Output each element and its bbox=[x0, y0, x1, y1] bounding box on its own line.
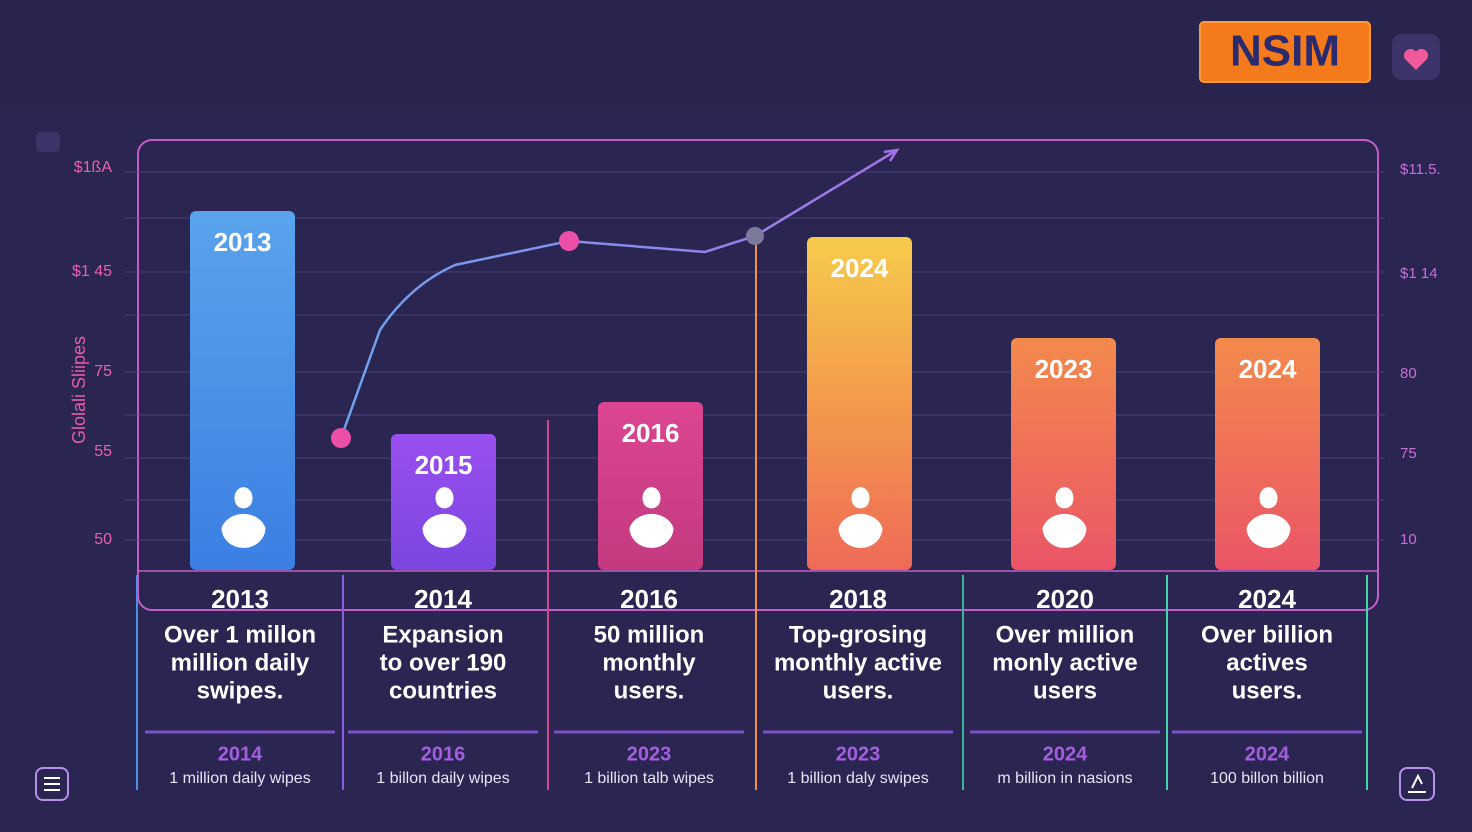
bar-label: 2015 bbox=[415, 450, 473, 480]
right-axis-label: 75 bbox=[1400, 445, 1417, 462]
trend-arrow bbox=[883, 148, 900, 162]
bar bbox=[807, 237, 912, 570]
column-sub-year: 2014 bbox=[218, 743, 263, 765]
menu-button[interactable] bbox=[35, 767, 69, 801]
action-icon bbox=[1408, 773, 1426, 793]
bar-icon bbox=[1246, 487, 1291, 548]
left-axis-label: 55 bbox=[94, 443, 112, 460]
column-text: actives bbox=[1226, 649, 1307, 676]
column-text: monly active bbox=[992, 649, 1137, 676]
column-text: users bbox=[1033, 677, 1097, 704]
column-year: 2024 bbox=[1238, 584, 1296, 614]
bar-label: 2016 bbox=[622, 418, 680, 448]
right-axis-label: 10 bbox=[1400, 531, 1417, 548]
bar bbox=[598, 402, 703, 570]
bar-icon bbox=[422, 487, 467, 548]
bar bbox=[190, 211, 295, 570]
bar-icon bbox=[838, 487, 883, 548]
trend-point bbox=[559, 231, 579, 251]
column-sub-year: 2023 bbox=[836, 743, 881, 765]
column-year: 2018 bbox=[829, 584, 887, 614]
column-text: Over billion bbox=[1201, 621, 1333, 648]
column-caption: 1 billon daily wipes bbox=[376, 770, 509, 787]
left-axis-label: $1ßA bbox=[74, 159, 113, 176]
column-text: to over 190 bbox=[380, 649, 507, 676]
column-caption: 100 billon billion bbox=[1210, 770, 1324, 787]
bar-label: 2013 bbox=[214, 227, 272, 257]
right-axis-label: 80 bbox=[1400, 365, 1417, 382]
column-caption: 1 billion daly swipes bbox=[787, 770, 928, 787]
left-axis-label: 75 bbox=[94, 363, 112, 380]
bar-icon bbox=[629, 487, 674, 548]
column-text: users. bbox=[823, 677, 894, 704]
column-text: monthly active bbox=[774, 649, 942, 676]
column-text: Over million bbox=[996, 621, 1135, 648]
bar bbox=[1011, 338, 1116, 570]
column-text: Over 1 millon bbox=[164, 621, 316, 648]
right-axis-label: $1 14 bbox=[1400, 265, 1438, 282]
bar bbox=[1215, 338, 1320, 570]
bar-icon bbox=[1042, 487, 1087, 548]
column-sub-year: 2024 bbox=[1245, 743, 1290, 765]
trend-point bbox=[331, 428, 351, 448]
heart-icon bbox=[1403, 48, 1429, 70]
menu-icon bbox=[44, 777, 60, 791]
column-year: 2013 bbox=[211, 584, 269, 614]
column-text: million daily bbox=[171, 649, 310, 676]
column-text: users. bbox=[1232, 677, 1303, 704]
column-text: swipes. bbox=[197, 677, 284, 704]
left-axis-title: Glolali Sliipes bbox=[69, 336, 89, 444]
column-sub-year: 2023 bbox=[627, 743, 672, 765]
chart-frame bbox=[137, 139, 1379, 611]
column-caption: 1 million daily wipes bbox=[169, 770, 310, 787]
column-year: 2014 bbox=[414, 584, 472, 614]
small-icon bbox=[36, 132, 60, 152]
column-caption: m billion in nasions bbox=[997, 770, 1132, 787]
bar-label: 2024 bbox=[1239, 354, 1297, 384]
column-text: Top-grosing bbox=[789, 621, 927, 648]
bar-icon bbox=[221, 487, 266, 548]
logo-text: NSIM bbox=[1230, 27, 1340, 76]
action-button[interactable] bbox=[1399, 767, 1435, 801]
column-sub-year: 2024 bbox=[1043, 743, 1088, 765]
logo-box bbox=[1199, 21, 1371, 83]
column-text: monthly bbox=[602, 649, 696, 676]
column-text: countries bbox=[389, 677, 497, 704]
bar-label: 2023 bbox=[1035, 354, 1093, 384]
column-text: 50 million bbox=[594, 621, 705, 648]
right-axis-label: $11.5. bbox=[1400, 161, 1441, 178]
left-axis-label: 50 bbox=[94, 531, 112, 548]
left-axis-label: $1 45 bbox=[72, 263, 112, 280]
column-caption: 1 billion talb wipes bbox=[584, 770, 714, 787]
column-year: 2016 bbox=[620, 584, 678, 614]
column-text: users. bbox=[614, 677, 685, 704]
column-sub-year: 2016 bbox=[421, 743, 466, 765]
trend-point bbox=[746, 227, 764, 245]
bar-label: 2024 bbox=[831, 253, 889, 283]
column-year: 2020 bbox=[1036, 584, 1094, 614]
column-text: Expansion bbox=[382, 621, 503, 648]
